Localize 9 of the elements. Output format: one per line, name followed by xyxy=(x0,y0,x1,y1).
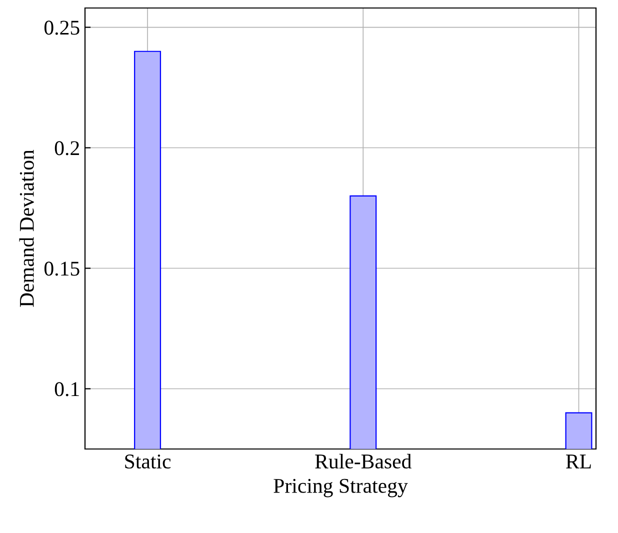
y-tick-label: 0.25 xyxy=(44,20,80,35)
y-tick-label: 0.1 xyxy=(54,382,79,396)
x-tick-label: Static xyxy=(125,454,171,469)
y-tick-label: 0.15 xyxy=(44,262,80,276)
x-axis-title: Pricing Strategy xyxy=(274,478,408,498)
x-tick-label: Rule-Based xyxy=(315,454,412,469)
y-axis-title: Demand Deviation xyxy=(19,150,34,307)
x-tick-label: RL xyxy=(566,454,591,468)
y-tick-label: 0.2 xyxy=(54,141,79,156)
